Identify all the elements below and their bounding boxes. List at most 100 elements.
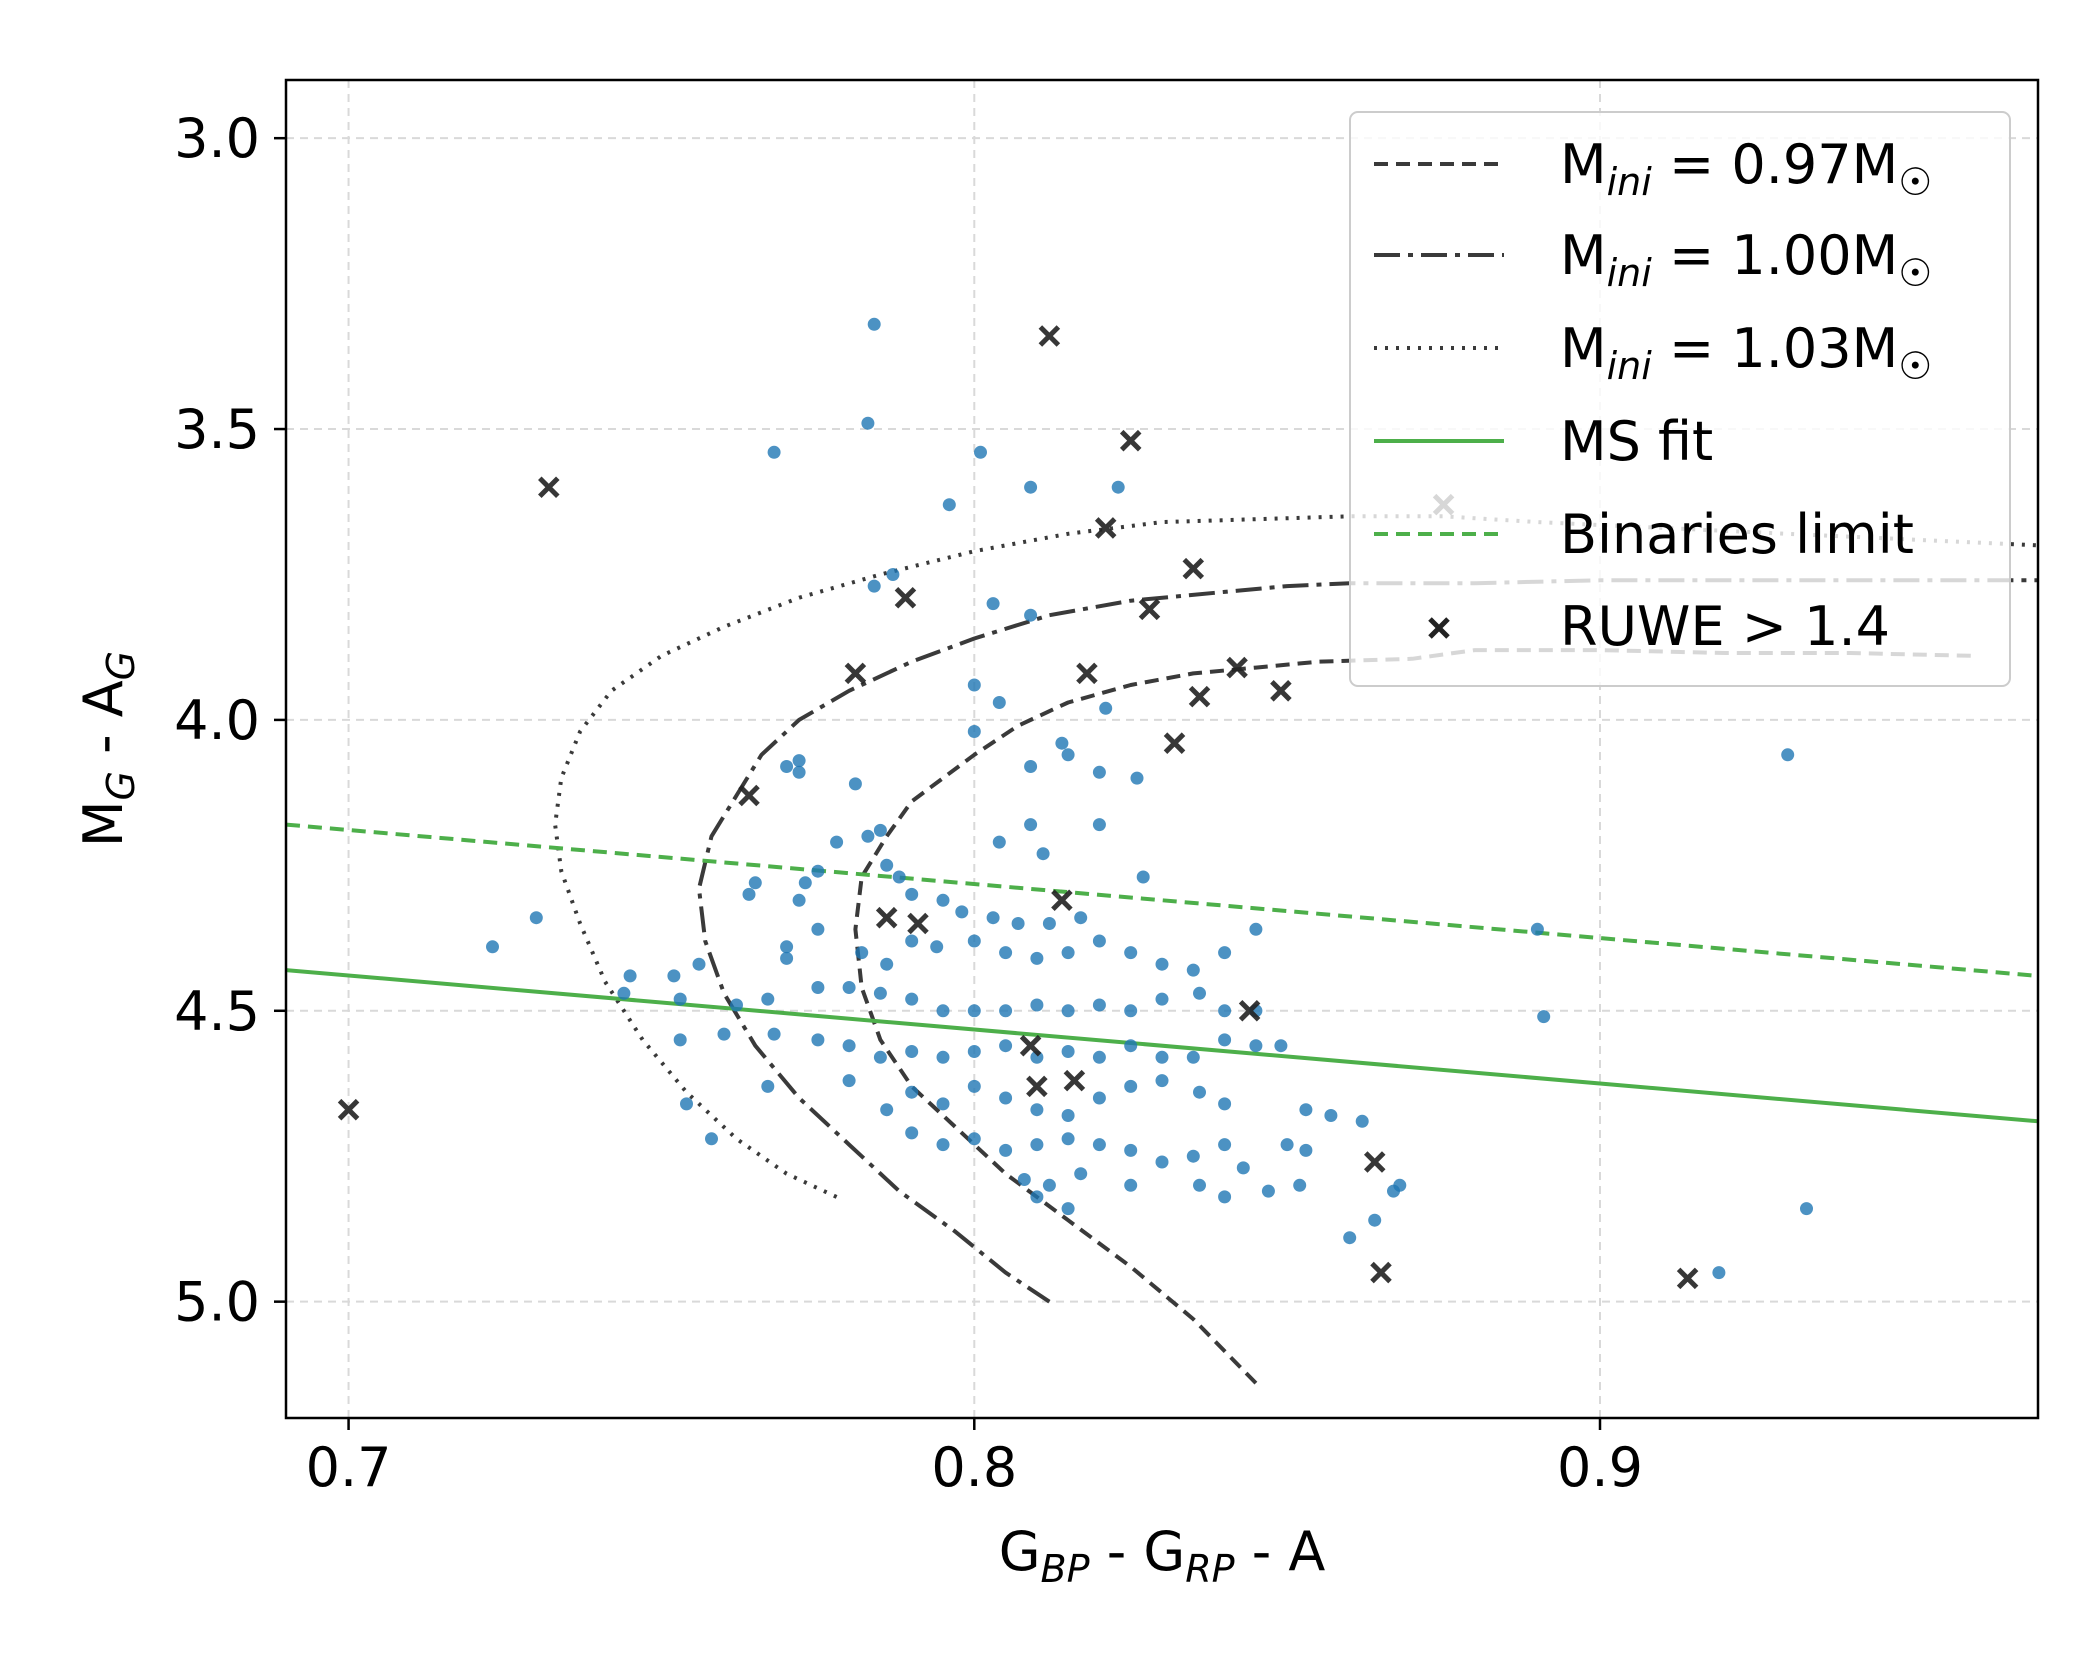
star-point bbox=[767, 1027, 781, 1041]
star-point bbox=[842, 1039, 856, 1053]
series-line-binaries-limit bbox=[286, 822, 2038, 978]
star-point bbox=[742, 887, 756, 901]
star-point bbox=[1155, 1050, 1169, 1064]
y-tick-label: 4.0 bbox=[174, 689, 260, 752]
star-point bbox=[905, 887, 919, 901]
star-point bbox=[1781, 748, 1795, 762]
ruwe-marker bbox=[844, 662, 867, 685]
star-point bbox=[1800, 1202, 1813, 1216]
star-point bbox=[1124, 1079, 1138, 1093]
legend-iso100-sub: ini bbox=[1607, 251, 1653, 295]
star-point bbox=[830, 835, 844, 849]
star-point bbox=[780, 760, 794, 773]
star-point bbox=[1343, 1231, 1357, 1245]
star-point bbox=[1074, 911, 1088, 925]
star-point bbox=[1055, 736, 1069, 750]
star-point bbox=[999, 1143, 1013, 1157]
star-point bbox=[999, 946, 1013, 960]
star-point bbox=[1249, 1039, 1263, 1053]
star-point bbox=[1030, 998, 1044, 1012]
star-point bbox=[1061, 1132, 1075, 1146]
star-point bbox=[905, 1085, 919, 1099]
ruwe-marker bbox=[1076, 662, 1098, 685]
star-point bbox=[999, 1091, 1013, 1105]
legend-iso097-suffix: = 0.97M bbox=[1652, 133, 1898, 196]
ruwe-marker bbox=[1363, 1151, 1386, 1173]
star-point bbox=[1218, 946, 1232, 960]
star-point bbox=[905, 934, 919, 948]
ruwe-marker bbox=[894, 586, 917, 609]
star-point bbox=[1024, 480, 1038, 494]
star-point bbox=[992, 696, 1006, 709]
star-point bbox=[1299, 1143, 1313, 1157]
ruwe-marker bbox=[1270, 680, 1292, 702]
star-point bbox=[1092, 998, 1106, 1012]
star-point bbox=[811, 1033, 825, 1047]
ruwe-marker bbox=[1026, 1075, 1048, 1098]
legend-label-ruwe: RUWE > 1.4 bbox=[1560, 595, 1890, 658]
star-point bbox=[798, 876, 812, 890]
star-point bbox=[1061, 1109, 1075, 1122]
star-point bbox=[1193, 986, 1206, 1000]
star-point bbox=[1355, 1114, 1369, 1128]
star-point bbox=[1368, 1213, 1382, 1227]
star-point bbox=[1030, 1190, 1044, 1204]
star-point bbox=[873, 823, 887, 837]
star-point bbox=[1061, 748, 1075, 762]
star-point bbox=[967, 1004, 981, 1018]
y-label-sub-g2: G bbox=[99, 651, 143, 680]
star-point bbox=[692, 957, 706, 971]
ruwe-marker bbox=[1138, 598, 1161, 621]
star-point bbox=[767, 445, 781, 459]
star-point bbox=[792, 754, 806, 768]
legend-iso103-prefix: M bbox=[1560, 317, 1607, 380]
star-point bbox=[905, 1126, 919, 1140]
star-point bbox=[717, 1027, 731, 1041]
legend-iso097-prefix: M bbox=[1560, 133, 1607, 196]
legend-iso097-sub: ini bbox=[1607, 160, 1653, 204]
star-point bbox=[792, 765, 806, 779]
y-tick-label: 3.5 bbox=[174, 398, 260, 461]
legend-iso103-sub: ini bbox=[1607, 344, 1653, 388]
star-point bbox=[1092, 1138, 1106, 1152]
star-point bbox=[942, 498, 956, 512]
y-tick-label: 5.0 bbox=[174, 1271, 260, 1334]
star-point bbox=[1280, 1138, 1294, 1152]
star-point bbox=[1299, 1103, 1313, 1117]
y-label-m: M bbox=[72, 801, 135, 848]
x-label-rp: RP bbox=[1185, 1547, 1234, 1591]
star-point bbox=[936, 1097, 950, 1111]
star-point bbox=[936, 1050, 950, 1064]
star-point bbox=[1011, 917, 1025, 930]
ruwe-marker bbox=[1188, 685, 1211, 708]
star-point bbox=[1061, 946, 1075, 960]
star-point bbox=[1092, 1050, 1106, 1064]
star-point bbox=[623, 969, 637, 983]
ruwe-marker bbox=[1182, 557, 1205, 580]
star-point bbox=[1155, 992, 1169, 1006]
star-point bbox=[529, 911, 543, 925]
star-point bbox=[1061, 1045, 1075, 1058]
y-tick-label: 3.0 bbox=[174, 107, 260, 170]
star-point bbox=[1130, 771, 1144, 785]
ruwe-marker bbox=[1038, 325, 1061, 347]
star-point bbox=[1124, 1143, 1138, 1157]
star-point bbox=[792, 893, 806, 907]
star-point bbox=[1261, 1184, 1275, 1198]
star-point bbox=[1155, 957, 1169, 971]
star-point bbox=[905, 1045, 919, 1058]
star-point bbox=[1017, 1173, 1031, 1186]
star-point bbox=[1155, 1074, 1169, 1088]
star-point bbox=[1024, 818, 1038, 832]
star-point bbox=[780, 951, 794, 965]
star-point bbox=[1324, 1109, 1338, 1122]
ruwe-marker bbox=[875, 906, 898, 929]
legend-iso103-suffix: = 1.03M bbox=[1652, 317, 1898, 380]
star-point bbox=[617, 986, 631, 1000]
star-point bbox=[967, 678, 981, 692]
legend-iso100-sun: ☉ bbox=[1898, 251, 1932, 295]
star-point bbox=[986, 911, 1000, 925]
y-axis-label: MG - AG bbox=[72, 651, 143, 847]
star-point bbox=[974, 445, 987, 459]
